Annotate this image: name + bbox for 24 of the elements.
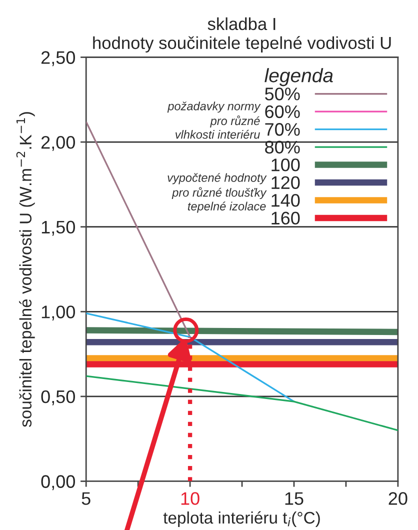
- legend-title: legenda: [264, 68, 333, 86]
- x-axis-title: teplota interiéru t$_{i}$(°C): [163, 511, 320, 527]
- legend-label: 120: [272, 176, 300, 190]
- x-tick-label: 5: [82, 492, 90, 505]
- y-tick-label: 0,00: [41, 475, 75, 490]
- y-tick-label: 0,50: [41, 390, 75, 406]
- annotation: vypočtené hodnoty pro různé tloušťky tepelné izolace: [168, 173, 267, 213]
- legend-label: 60%: [265, 105, 300, 118]
- x-tick-label: 20: [388, 492, 408, 505]
- y-tick-label: 2,50: [41, 51, 75, 66]
- y-axis-title: součinitel tepelné vodivosti U (W.m$^{−2}$.K$^{−1}$): [16, 112, 35, 427]
- legend-label: 100: [272, 158, 300, 172]
- y-tick-label: 2,00: [41, 136, 75, 151]
- y-tick-label: 1,00: [42, 306, 75, 320]
- legend-label: 80%: [265, 140, 300, 154]
- chart-title: skladba I hodnoty součinitele tepelné vodivosti U: [93, 17, 391, 53]
- legend-label: 160: [272, 212, 300, 224]
- legend-label: 140: [272, 194, 300, 207]
- y-tick-label: 1,50: [42, 220, 75, 236]
- x-tick-label: 15: [285, 492, 304, 505]
- legend-label: 70%: [265, 123, 300, 136]
- x-tick-label: 10: [181, 492, 200, 505]
- annotation: požadavky normy pro různé vlhkosti interiéru: [167, 102, 261, 139]
- legend-label: 50%: [265, 88, 300, 100]
